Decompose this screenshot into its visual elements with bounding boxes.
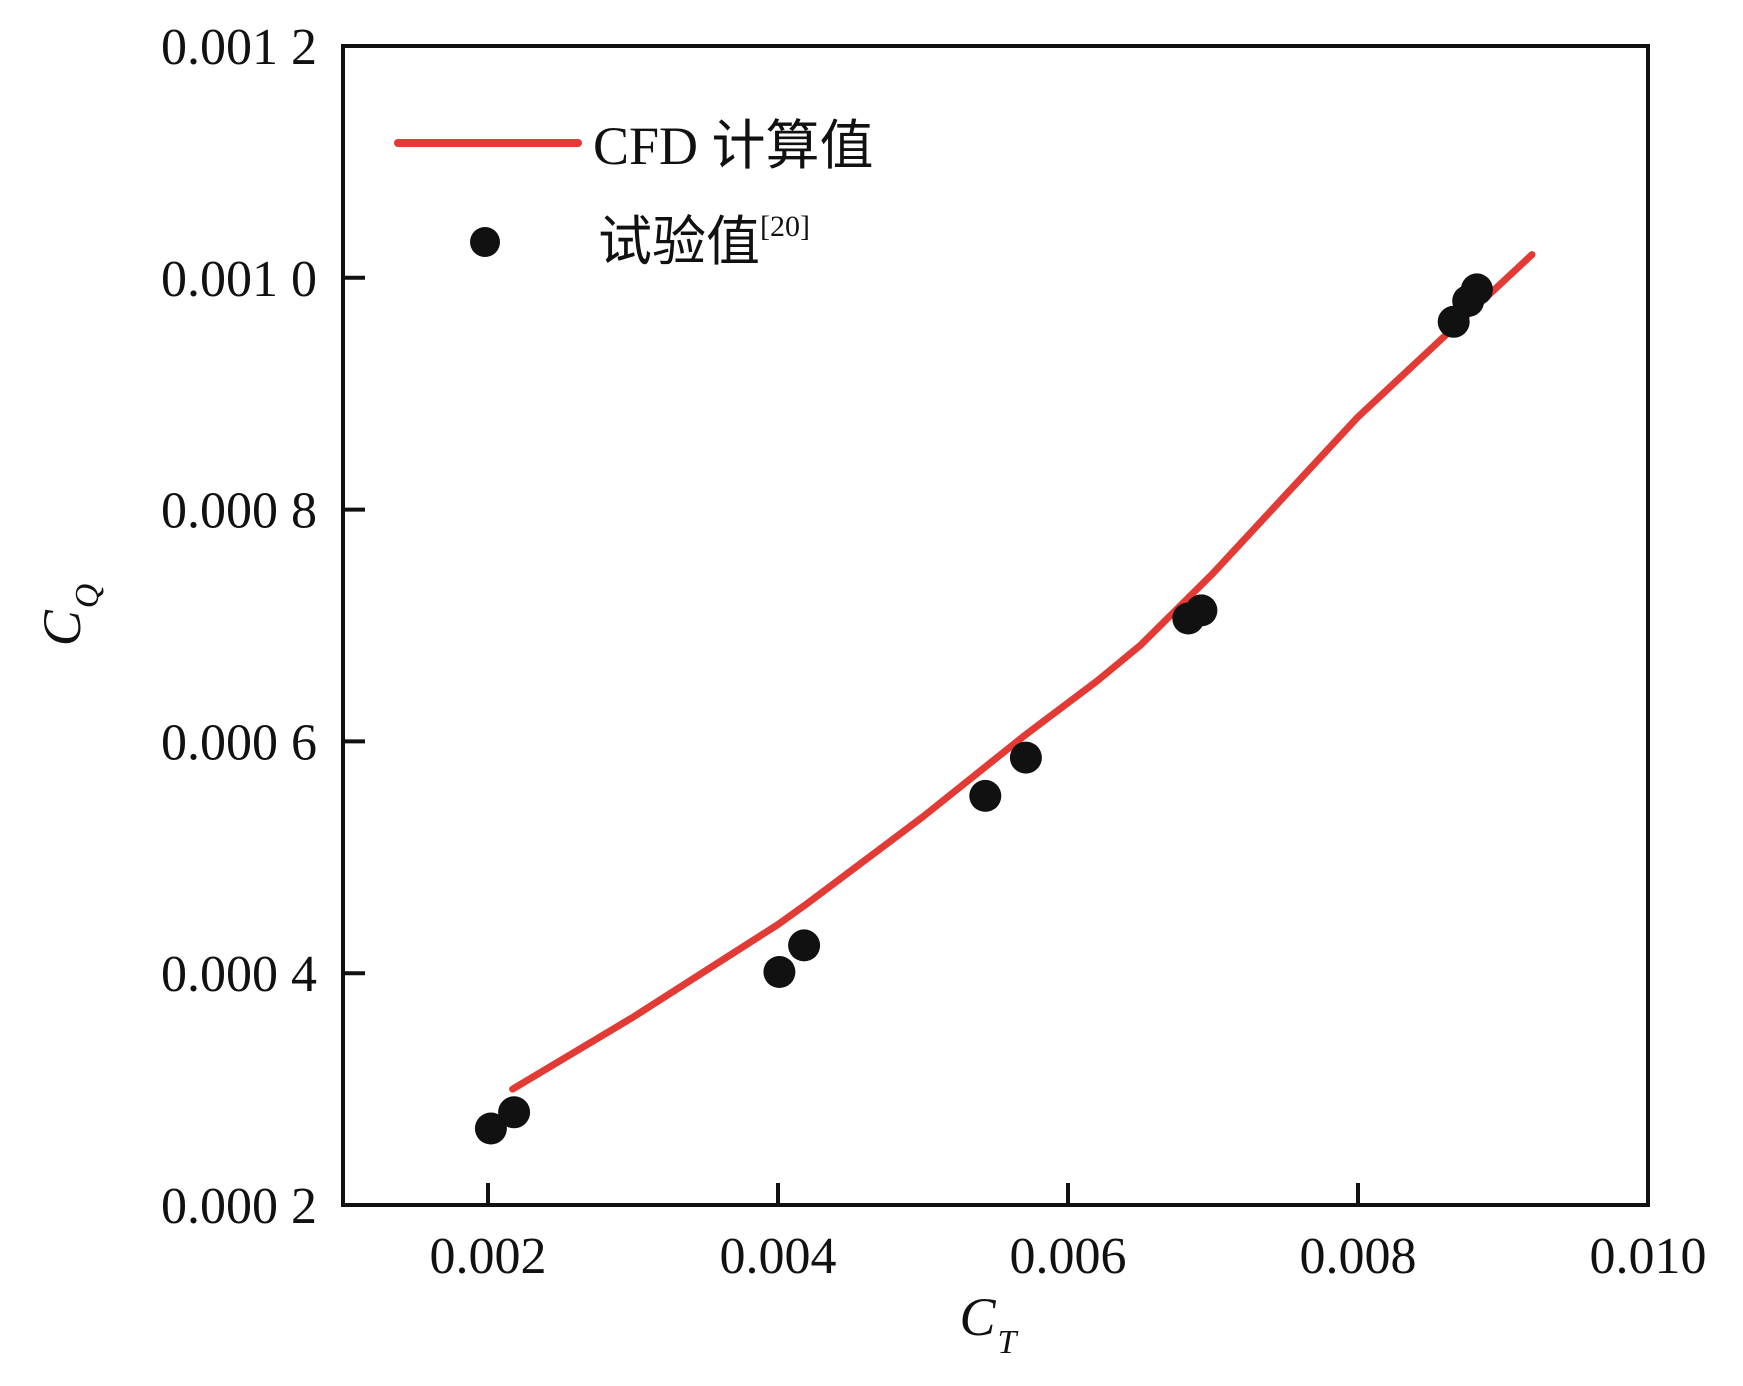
legend-label-cfd: CFD 计算值 bbox=[593, 116, 874, 176]
x-tick-label: 0.002 bbox=[430, 1228, 547, 1285]
y-tick-label: 0.000 2 bbox=[161, 1178, 317, 1235]
data-point-exp bbox=[1460, 273, 1493, 306]
y-tick-label: 0.000 8 bbox=[161, 483, 317, 540]
data-point-exp bbox=[763, 956, 796, 988]
x-tick-label: 0.004 bbox=[720, 1228, 837, 1285]
x-tick-label: 0.008 bbox=[1300, 1228, 1417, 1285]
data-point-exp bbox=[1185, 594, 1218, 627]
data-point-exp bbox=[788, 929, 821, 962]
data-point-exp bbox=[1009, 741, 1042, 774]
x-tick-label: 0.010 bbox=[1590, 1228, 1707, 1285]
axes-layer: 0.002 0.004 0.006 0.008 0.010 0.000 2 0.000 4 0… bbox=[32, 19, 1707, 1361]
data-point-exp bbox=[498, 1096, 531, 1129]
legend-swatch-exp bbox=[470, 227, 500, 257]
y-tick-label: 0.001 0 bbox=[161, 251, 317, 308]
data-point-exp bbox=[969, 779, 1002, 812]
y-tick-label: 0.000 6 bbox=[161, 714, 317, 771]
plot-layer bbox=[474, 251, 1536, 1145]
data-point-exp bbox=[474, 1112, 507, 1145]
series-line-cfd bbox=[509, 251, 1536, 1093]
y-axis-label: CQ bbox=[32, 584, 106, 647]
y-tick-label: 0.000 4 bbox=[161, 946, 317, 1003]
plot-frame bbox=[341, 44, 1650, 1207]
y-tick-label: 0.001 2 bbox=[161, 19, 317, 76]
x-tick-label: 0.006 bbox=[1010, 1228, 1127, 1285]
x-axis-label: CT bbox=[960, 1287, 1019, 1361]
legend-label-exp: 试验值[20] bbox=[598, 210, 810, 272]
